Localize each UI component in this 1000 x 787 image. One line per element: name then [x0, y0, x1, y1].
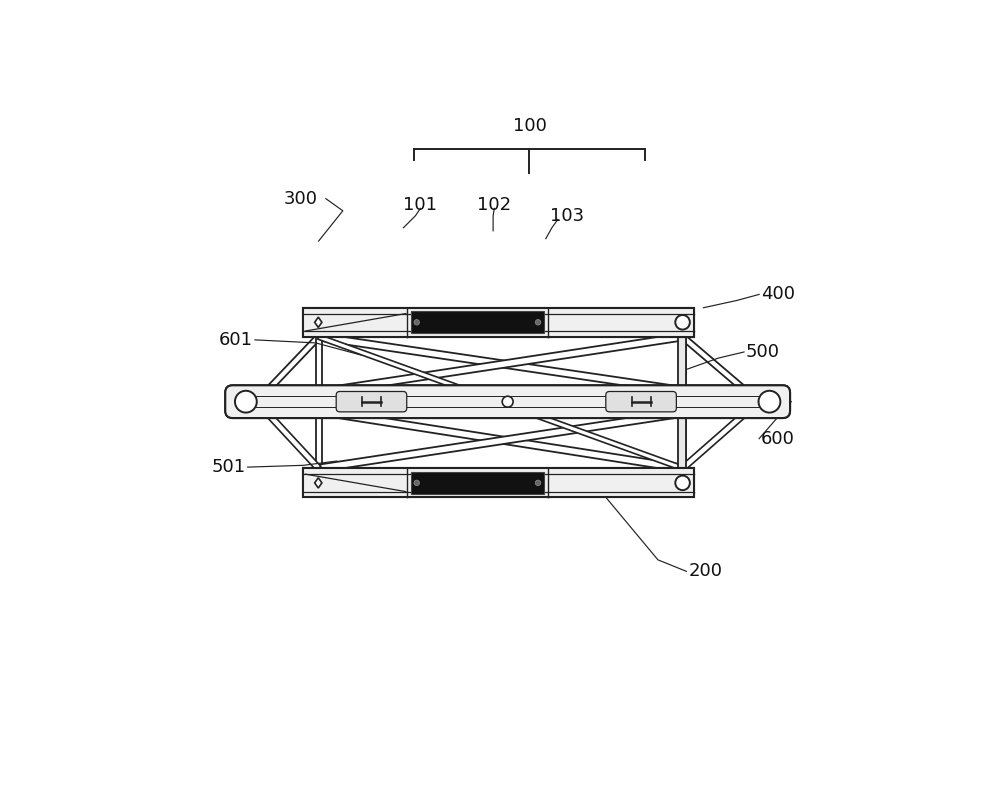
Polygon shape: [315, 478, 322, 488]
Polygon shape: [681, 399, 761, 471]
Polygon shape: [316, 337, 322, 468]
FancyBboxPatch shape: [336, 391, 407, 412]
Polygon shape: [318, 334, 683, 471]
Text: 102: 102: [477, 196, 511, 214]
FancyBboxPatch shape: [225, 386, 790, 418]
Circle shape: [759, 391, 780, 412]
Text: 103: 103: [550, 207, 584, 224]
Circle shape: [414, 480, 419, 486]
FancyBboxPatch shape: [606, 391, 676, 412]
Text: 501: 501: [212, 458, 246, 476]
Polygon shape: [681, 334, 760, 404]
Circle shape: [535, 320, 541, 325]
Polygon shape: [318, 333, 759, 405]
Bar: [303, 468, 694, 497]
Circle shape: [675, 315, 690, 330]
Circle shape: [235, 391, 257, 412]
Polygon shape: [318, 398, 759, 472]
Text: 101: 101: [403, 196, 437, 214]
Text: 600: 600: [761, 430, 795, 448]
Circle shape: [535, 480, 541, 486]
Polygon shape: [315, 317, 322, 327]
Circle shape: [235, 391, 257, 412]
Polygon shape: [678, 337, 686, 468]
Bar: [303, 308, 694, 337]
Circle shape: [675, 315, 690, 330]
Circle shape: [414, 480, 419, 486]
Bar: [411, 472, 544, 494]
Circle shape: [414, 320, 419, 325]
Polygon shape: [315, 478, 322, 488]
Bar: [411, 311, 544, 334]
Text: 601: 601: [219, 331, 253, 349]
Circle shape: [675, 475, 690, 490]
Circle shape: [675, 475, 690, 490]
Polygon shape: [255, 400, 321, 471]
Bar: [411, 311, 544, 334]
Circle shape: [502, 396, 513, 407]
Text: 300: 300: [283, 190, 317, 208]
Circle shape: [759, 391, 780, 412]
FancyBboxPatch shape: [225, 386, 790, 418]
Circle shape: [414, 320, 419, 325]
Polygon shape: [256, 333, 683, 405]
Bar: [411, 472, 544, 494]
Bar: [303, 468, 694, 497]
Text: 400: 400: [761, 286, 795, 304]
Text: 500: 500: [746, 343, 780, 361]
Circle shape: [502, 396, 513, 407]
Polygon shape: [255, 334, 321, 404]
Polygon shape: [680, 337, 686, 468]
Polygon shape: [256, 398, 683, 472]
Circle shape: [535, 320, 541, 325]
FancyBboxPatch shape: [336, 391, 407, 412]
Bar: [303, 308, 694, 337]
Polygon shape: [315, 317, 322, 327]
Text: 200: 200: [688, 563, 722, 580]
Circle shape: [535, 480, 541, 486]
FancyBboxPatch shape: [606, 391, 676, 412]
Text: 100: 100: [513, 117, 546, 135]
